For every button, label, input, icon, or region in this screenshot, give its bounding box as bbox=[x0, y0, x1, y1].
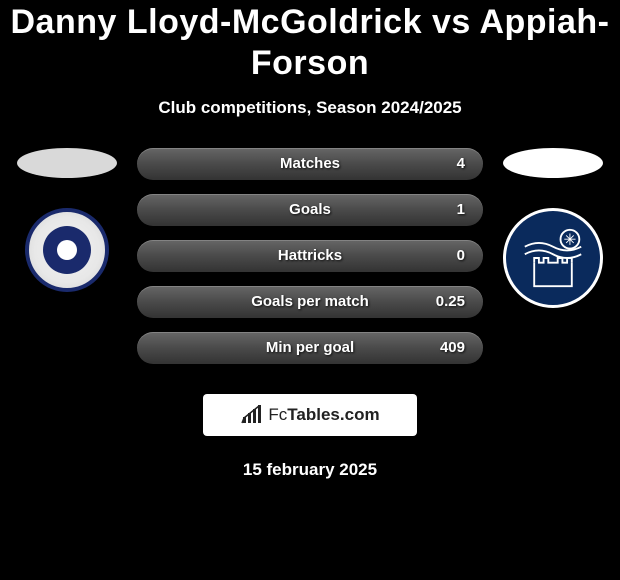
branding-badge: FcTables.com bbox=[203, 394, 417, 436]
crest-inner-circle bbox=[43, 226, 91, 274]
comparison-body: Matches 4 Goals 1 Hattricks 0 Goals per match 0… bbox=[0, 148, 620, 364]
football-icon bbox=[57, 240, 77, 260]
right-club-crest-icon bbox=[503, 208, 603, 308]
stats-list: Matches 4 Goals 1 Hattricks 0 Goals per match 0… bbox=[137, 148, 483, 364]
left-club-crest-icon bbox=[25, 208, 109, 292]
stat-label: Goals per match bbox=[251, 293, 369, 310]
stat-right-value: 0 bbox=[455, 247, 465, 264]
snapshot-date: 15 february 2025 bbox=[0, 460, 620, 480]
right-player-avatar-placeholder bbox=[503, 148, 603, 178]
stat-row: Goals per match 0.25 bbox=[137, 286, 483, 318]
page-title: Danny Lloyd-McGoldrick vs Appiah-Forson bbox=[0, 2, 620, 84]
stat-right-value: 0.25 bbox=[436, 293, 465, 310]
bar-chart-icon bbox=[240, 403, 264, 427]
stat-right-value: 4 bbox=[455, 155, 465, 172]
stat-row: Matches 4 bbox=[137, 148, 483, 180]
branding-prefix: Fc bbox=[268, 405, 287, 424]
branding-suffix: Tables.com bbox=[287, 405, 379, 424]
stat-row: Hattricks 0 bbox=[137, 240, 483, 272]
comparison-card: Danny Lloyd-McGoldrick vs Appiah-Forson … bbox=[0, 0, 620, 480]
stat-right-value: 1 bbox=[455, 201, 465, 218]
competition-subtitle: Club competitions, Season 2024/2025 bbox=[0, 98, 620, 118]
stat-right-value: 409 bbox=[440, 339, 465, 356]
stat-label: Hattricks bbox=[278, 247, 342, 264]
stat-label: Min per goal bbox=[266, 339, 354, 356]
branding-text: FcTables.com bbox=[268, 405, 379, 425]
stat-row: Min per goal 409 bbox=[137, 332, 483, 364]
stat-row: Goals 1 bbox=[137, 194, 483, 226]
stat-label: Matches bbox=[280, 155, 340, 172]
right-player-column bbox=[503, 148, 603, 308]
left-player-avatar-placeholder bbox=[17, 148, 117, 178]
stat-label: Goals bbox=[289, 201, 331, 218]
left-player-column bbox=[17, 148, 117, 292]
